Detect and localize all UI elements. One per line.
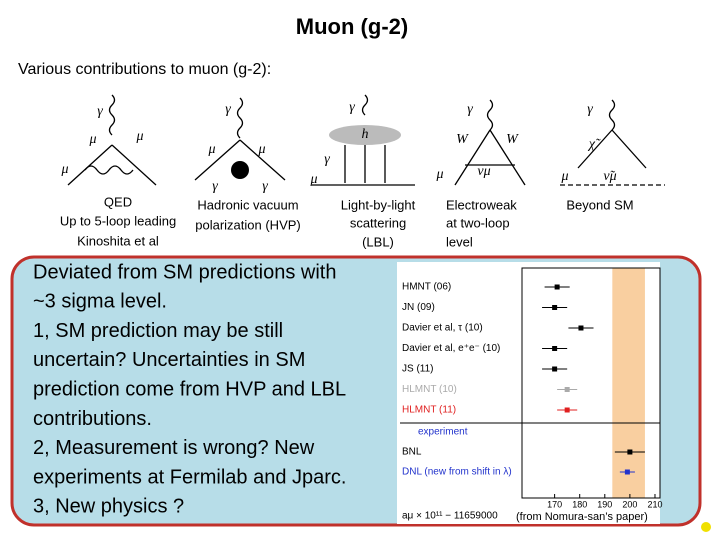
diagram-caption: Kinoshita et al (77, 233, 159, 248)
diagram-caption: scattering (350, 215, 406, 230)
diagram-label: μ (88, 132, 96, 147)
plot-frame (521, 267, 661, 499)
body-line: contributions. (33, 408, 152, 430)
point (564, 407, 570, 413)
diagram-label: μ (207, 142, 215, 157)
diagram-label: μ (135, 129, 143, 144)
point (552, 305, 558, 310)
row-label: JS (11) (402, 364, 434, 375)
diagram-label: γ (97, 104, 103, 119)
diagram-label: μ (560, 169, 568, 184)
body-line: ~3 sigma level. (33, 291, 167, 313)
diagram-label: ν̃μ (603, 169, 616, 184)
diagram-label: μ (435, 167, 443, 182)
row-label: HLMNT (10) (402, 384, 457, 395)
diagram-label: γ (324, 152, 330, 167)
point (554, 284, 560, 290)
diagram-caption: Light-by-light (341, 197, 416, 212)
diagram-label: W (506, 132, 519, 147)
diagram-caption: Beyond SM (566, 197, 633, 212)
diagram-label: γ (225, 102, 231, 117)
band (612, 268, 645, 498)
diagram-caption: (LBL) (362, 234, 394, 249)
body-line: 1, SM prediction may be still (33, 320, 283, 342)
diagram-label: γ (349, 100, 355, 115)
row-label: DNL (new from shift in λ) (402, 467, 512, 478)
note: (from Nomura-san’s paper) (516, 511, 648, 523)
point (552, 366, 558, 372)
diagram-label: W (456, 132, 469, 147)
point (624, 469, 630, 475)
diagram-label: μ (309, 172, 317, 187)
body-line: prediction come from HVP and LBL (33, 378, 346, 400)
diagram-caption: at two-loop (446, 215, 510, 230)
body-line: 3, New physics ? (33, 496, 184, 518)
diagram-caption: Electroweak (446, 197, 517, 212)
diagram-label: νμ (477, 164, 490, 179)
x-tick-label: 210 (647, 499, 662, 509)
point (552, 346, 558, 351)
body-line: Deviated from SM predictions with (33, 261, 336, 283)
x-tick-label: 190 (597, 499, 612, 509)
diagram-caption: polarization (HVP) (195, 217, 301, 232)
row-label: HLMNT (11) (402, 405, 456, 416)
diagram-label: μ (257, 142, 265, 157)
row-label: JN (09) (402, 302, 435, 313)
diagram-caption: Hadronic vacuum (197, 197, 298, 212)
body-line: experiments at Fermilab and Jparc. (33, 466, 346, 488)
dot (701, 522, 711, 532)
diagram-label: μ (60, 162, 68, 177)
body-line: uncertain? Uncertainties in SM (33, 349, 305, 371)
group-label: experiment (418, 427, 468, 438)
row-label: HMNT (06) (402, 282, 451, 293)
diagram-label: γ (467, 102, 473, 117)
diagram-label: h (362, 127, 369, 142)
x-tick-label: 200 (622, 499, 637, 509)
diagram-caption: QED (104, 194, 132, 209)
subtitle: Various contributions to muon (g-2): (18, 61, 271, 78)
point (627, 449, 633, 455)
diagram-caption: level (446, 234, 473, 249)
title: Muon (g-2) (296, 14, 408, 39)
diagram-label: γ (587, 102, 593, 117)
point (578, 325, 584, 331)
row-label: Davier et al, τ (10) (402, 323, 483, 334)
x-tick-label: 180 (572, 499, 587, 509)
diagram-label: h (237, 162, 244, 177)
diagram-lines (67, 94, 665, 186)
body-line: 2, Measurement is wrong? New (33, 437, 315, 459)
x-axis-label: aμ × 10¹¹ − 11659000 (402, 511, 498, 522)
diagram-label: γ (212, 179, 218, 194)
row-label: BNL (402, 447, 422, 458)
row-label: Davier et al, e⁺e⁻ (10) (402, 343, 500, 354)
diagram-label: γ (262, 179, 268, 194)
diagram-caption: Up to 5-loop leading (60, 213, 176, 228)
x-tick-label: 170 (547, 499, 562, 509)
point (564, 387, 570, 392)
